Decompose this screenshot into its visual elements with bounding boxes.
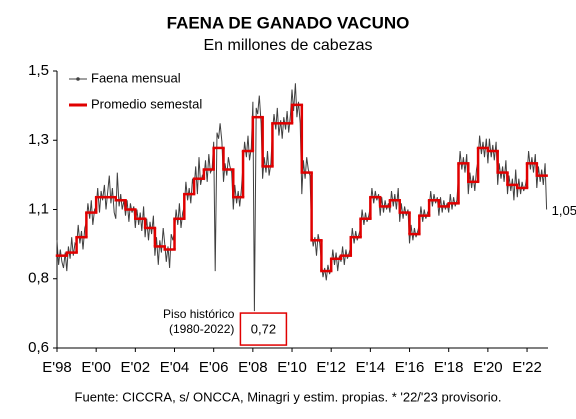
y-tick-label: 0,6 (28, 339, 49, 356)
x-tick-label: E'98 (42, 359, 72, 376)
x-tick-label: E'08 (238, 359, 268, 376)
floor-box (239, 312, 288, 346)
x-tick-label: E'18 (434, 359, 464, 376)
y-tick-label: 0,8 (28, 270, 49, 287)
last-value: 1,05 (552, 203, 576, 218)
x-tick-label: E'04 (160, 359, 190, 376)
floor-label: (1980-2022) (169, 322, 234, 336)
x-tick-label: E'14 (356, 359, 386, 376)
x-tick-label: E'20 (473, 359, 503, 376)
chart-title: FAENA DE GANADO VACUNO (167, 13, 410, 32)
x-tick-label: E'00 (81, 359, 111, 376)
x-tick-label: E'10 (277, 359, 307, 376)
x-tick-label: E'16 (395, 359, 425, 376)
source-note: Fuente: CICCRA, s/ ONCCA, Minagri y esti… (75, 389, 502, 404)
y-tick-label: 1,1 (28, 200, 49, 217)
legend-marker (76, 77, 80, 81)
floor-label: Piso histórico (163, 307, 235, 321)
floor-value: 0,72 (251, 322, 276, 337)
legend-label: Faena mensual (91, 70, 181, 85)
legend-label: Promedio semestal (91, 96, 202, 111)
y-tick-label: 1,3 (28, 131, 49, 148)
x-tick-label: E'06 (199, 359, 229, 376)
chart-subtitle: En millones de cabezas (204, 37, 373, 54)
x-tick-label: E'12 (316, 359, 346, 376)
x-tick-label: E'02 (121, 359, 151, 376)
monthly-line (56, 83, 548, 312)
y-tick-label: 1,5 (28, 62, 49, 79)
x-tick-label: E'22 (512, 359, 542, 376)
